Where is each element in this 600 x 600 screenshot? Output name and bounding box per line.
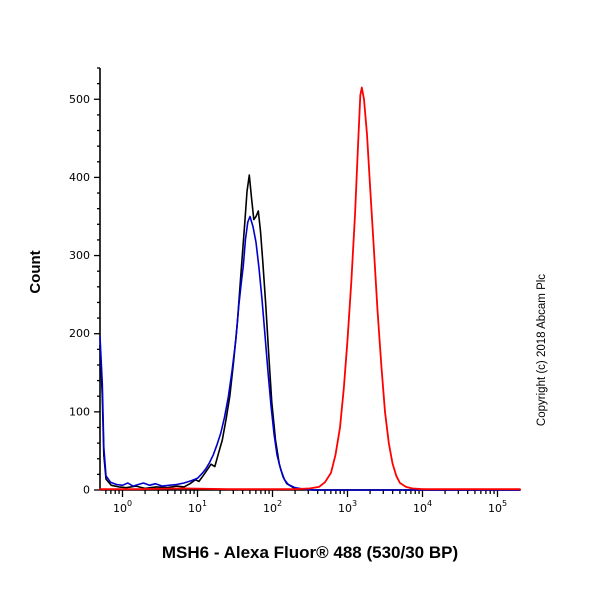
x-tick-label: 100 [113, 499, 132, 515]
x-tick-label: 101 [188, 499, 207, 515]
curves [99, 86, 521, 491]
y-tick-label: 500 [69, 93, 90, 106]
x-tick-label: 104 [413, 499, 432, 515]
y-tick-label: 300 [69, 249, 90, 262]
x-tick-label: 105 [488, 499, 507, 515]
chart-title: MSH6 - Alexa Fluor® 488 (530/30 BP) [162, 543, 458, 562]
y-tick-label: 0 [83, 484, 90, 497]
x-tick-label: 103 [338, 499, 357, 515]
black-curve [99, 174, 521, 491]
blue-curve [99, 215, 521, 491]
y-tick-label: 200 [69, 327, 90, 340]
red-curve [99, 86, 521, 491]
y-tick-label: 400 [69, 171, 90, 184]
y-axis-label: Count [27, 250, 44, 293]
copyright-text: Copyright (c) 2018 Abcam Plc [536, 274, 548, 426]
x-tick-label: 102 [263, 499, 282, 515]
y-tick-label: 100 [69, 405, 90, 418]
axes: 0 100 200 300 400 500 100 101 102 103 104 105 [69, 67, 520, 515]
